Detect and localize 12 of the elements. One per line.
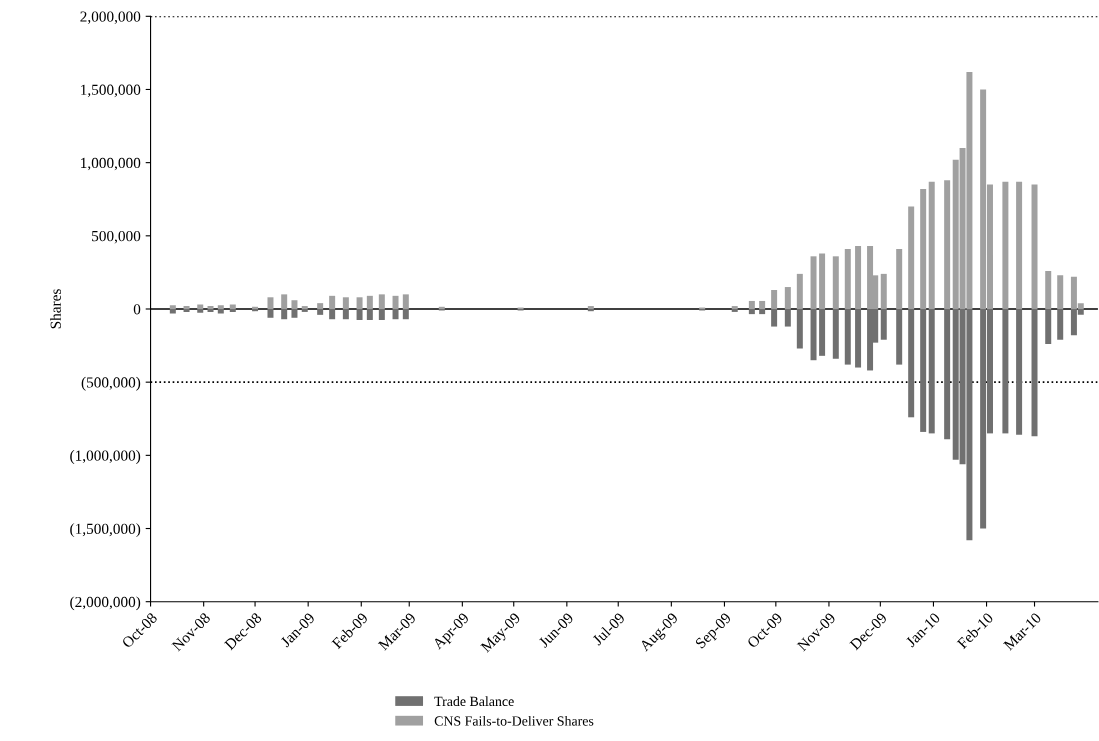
y-axis-title: Shares [50, 289, 61, 329]
y-tick-label: (1,500,000) [70, 523, 141, 538]
y-tick-label: 2,000,000 [80, 11, 141, 24]
y-tick-label: (2,000,000) [70, 596, 141, 611]
y-tick-label: 1,500,000 [81, 84, 141, 98]
y-tick-label: (1,000,000) [70, 450, 141, 464]
y-tick-label: 0 [133, 304, 141, 315]
legend-label: Trade Balance [434, 696, 514, 707]
legend-label: CNS Fails-to-Deliver Shares [434, 715, 594, 726]
y-tick-label: 1,000,000 [81, 157, 141, 171]
y-tick-label: 500,000 [92, 230, 141, 244]
y-tick-label: (500,000) [81, 376, 141, 391]
